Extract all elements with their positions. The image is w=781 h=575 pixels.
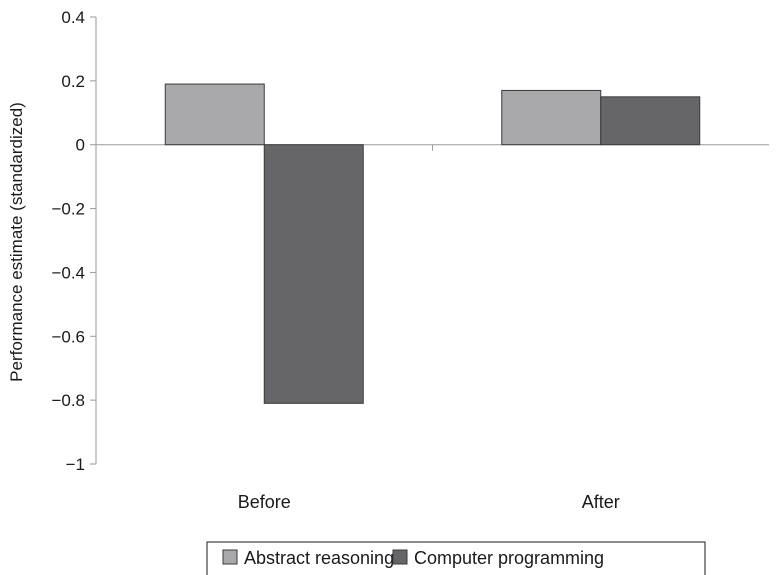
legend: Abstract reasoning Computer programming — [206, 541, 706, 575]
category-label: After — [582, 492, 620, 512]
y-tick-label: −0.2 — [51, 200, 85, 219]
y-tick-label: −0.8 — [51, 391, 85, 410]
bar-abstract-reasoning-before — [164, 83, 265, 146]
bar-computer-programming-after — [600, 96, 701, 146]
legend-swatch — [392, 549, 408, 565]
y-tick-label: 0.2 — [61, 72, 85, 91]
y-axis-title: Performance estimate (standardized) — [7, 102, 26, 382]
y-axis: 0.4 0.2 0 −0.2 −0.4 −0.6 −0.8 −1 — [51, 8, 97, 474]
y-tick-label: −0.6 — [51, 327, 85, 346]
x-axis-zero-line — [96, 144, 769, 151]
legend-box — [206, 541, 706, 575]
y-tick-label: −1 — [66, 455, 85, 474]
y-tick-label: −0.4 — [51, 263, 85, 282]
bar-abstract-reasoning-after — [501, 89, 602, 146]
category-label: Before — [238, 492, 291, 512]
y-tick-label: 0.4 — [61, 8, 85, 27]
legend-label: Computer programming — [414, 548, 604, 568]
x-axis-labels: Before After — [238, 492, 620, 512]
bar-computer-programming-before — [263, 144, 364, 404]
legend-label: Abstract reasoning — [244, 548, 394, 568]
bars — [164, 83, 701, 404]
y-tick-label: 0 — [76, 136, 85, 155]
legend-swatch — [222, 549, 238, 565]
